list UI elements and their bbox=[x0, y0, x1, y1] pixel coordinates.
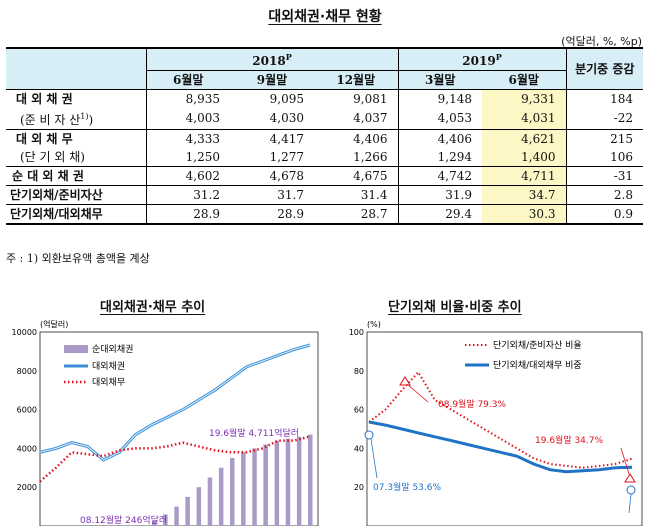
series-line-claims-highlight bbox=[39, 344, 311, 461]
net-bar bbox=[252, 448, 257, 526]
start-marker bbox=[364, 430, 374, 440]
net-bar bbox=[285, 438, 291, 526]
legend-net: 순대외채권 bbox=[92, 343, 133, 355]
recent-leader-line bbox=[620, 447, 630, 475]
table-row: 대 외 채 무 4,333 4,417 4,406 4,406 4,621 21… bbox=[6, 129, 644, 148]
net-bar bbox=[196, 487, 202, 526]
net-bar bbox=[152, 521, 157, 526]
y-tick-label: 80 bbox=[354, 367, 364, 376]
annotation-start: 07.3월말 53.6% bbox=[373, 481, 441, 493]
year-2019-header: 2019P bbox=[397, 47, 567, 71]
series-line-debt bbox=[39, 435, 311, 483]
series-line-share bbox=[368, 420, 633, 474]
y-tick-label: 10000 bbox=[12, 328, 37, 337]
y-tick-label: 6000 bbox=[17, 406, 37, 415]
table-row: 대 외 채 권 8,935 9,095 9,081 9,148 9,331 18… bbox=[6, 89, 644, 108]
legend-claims: 대외채권 bbox=[92, 360, 125, 372]
change-header: 분기중 증감 bbox=[565, 47, 644, 90]
page-title: 대외채권·채무 현황 bbox=[268, 9, 382, 25]
net-bar bbox=[308, 434, 313, 526]
col-header: 3월말 bbox=[397, 70, 482, 90]
right-chart-title: 단기외채 비율·비중 추이 bbox=[388, 300, 522, 315]
left-chart: (억달러) 10000 8000 6000 4000 2000 순대외채권 대외채권 대… bbox=[12, 319, 319, 526]
start-leader-line bbox=[370, 438, 378, 479]
legend-share: 단기외채/대외채무 비중 bbox=[493, 359, 582, 371]
net-bar bbox=[230, 458, 235, 526]
annotation-low: 08.12월말 246억달러 bbox=[80, 514, 167, 526]
y-tick-label: 40 bbox=[354, 444, 364, 453]
y-tick-label: 20 bbox=[354, 483, 364, 492]
plot-frame bbox=[39, 331, 319, 526]
y-tick-label: 8000 bbox=[17, 367, 37, 376]
table-row: 순 대 외 채 권 4,602 4,678 4,675 4,742 4,711 … bbox=[6, 166, 644, 186]
series-line-ratio bbox=[368, 370, 633, 469]
peak-leader-line bbox=[406, 383, 429, 403]
legend-ratio: 단기외채/준비자산 비율 bbox=[493, 339, 582, 351]
table-row: (단 기 외 채) 1,250 1,277 1,266 1,294 1,400 … bbox=[6, 148, 644, 167]
net-bar bbox=[218, 467, 224, 526]
net-bar bbox=[207, 477, 213, 526]
y-tick-label: 2000 bbox=[17, 483, 37, 492]
legend-swatch-net bbox=[64, 345, 88, 353]
col-header: 9월말 bbox=[230, 70, 314, 90]
corner-cell bbox=[6, 47, 146, 90]
col-header: 6월말 bbox=[482, 70, 567, 90]
net-bar bbox=[274, 440, 280, 526]
y-unit-label: (%) bbox=[367, 320, 381, 329]
net-bar bbox=[263, 444, 268, 526]
left-chart-title: 대외채권·채무 추이 bbox=[100, 300, 206, 315]
annotation-peak: 08.9월말 79.3% bbox=[438, 398, 506, 410]
legend-debt: 대외채무 bbox=[92, 376, 125, 388]
net-bar bbox=[163, 514, 168, 526]
peak-marker bbox=[399, 376, 411, 386]
plot-frame bbox=[366, 331, 643, 526]
col-header: 12월말 bbox=[314, 70, 398, 90]
annotation-recent: 19.6월말 34.7% bbox=[535, 434, 603, 446]
y-unit-label: (억달러) bbox=[40, 319, 68, 329]
end-leader-line bbox=[628, 493, 632, 514]
series-line-claims bbox=[39, 343, 311, 462]
footnote: 주 : 1) 외환보유액 총액을 계상 bbox=[6, 252, 150, 265]
annotation-recent: 19.6월말 4,711억달러 bbox=[209, 427, 299, 439]
unit-label: (억달러, %, %p) bbox=[561, 35, 642, 48]
summary-table: 2018P 2019P 분기중 증감 6월말 9월말 12월말 3월말 6월말 … bbox=[6, 47, 644, 225]
net-bar bbox=[185, 496, 190, 526]
y-tick-label: 100 bbox=[349, 328, 364, 337]
y-tick-label: 4000 bbox=[17, 444, 37, 453]
year-2018-header: 2018P bbox=[145, 47, 398, 71]
net-bar bbox=[241, 452, 246, 526]
col-header: 6월말 bbox=[145, 70, 230, 90]
net-bar bbox=[296, 436, 302, 526]
table-row: (준 비 자 산1)) 4,003 4,030 4,037 4,053 4,03… bbox=[6, 108, 644, 130]
net-bar bbox=[174, 506, 179, 526]
y-tick-label: 60 bbox=[354, 406, 364, 415]
recent-marker bbox=[624, 473, 636, 483]
right-chart: (%) 100 80 60 40 20 단기외채/준비자산 비율 단기외채/대외채무 비… bbox=[349, 320, 643, 526]
table-row: 단기외채/준비자산 31.2 31.7 31.4 31.9 34.7 2.8 bbox=[6, 185, 644, 205]
end-marker bbox=[626, 485, 636, 495]
table-row: 단기외채/대외채무 28.9 28.9 28.7 29.4 30.3 0.9 bbox=[6, 204, 644, 225]
